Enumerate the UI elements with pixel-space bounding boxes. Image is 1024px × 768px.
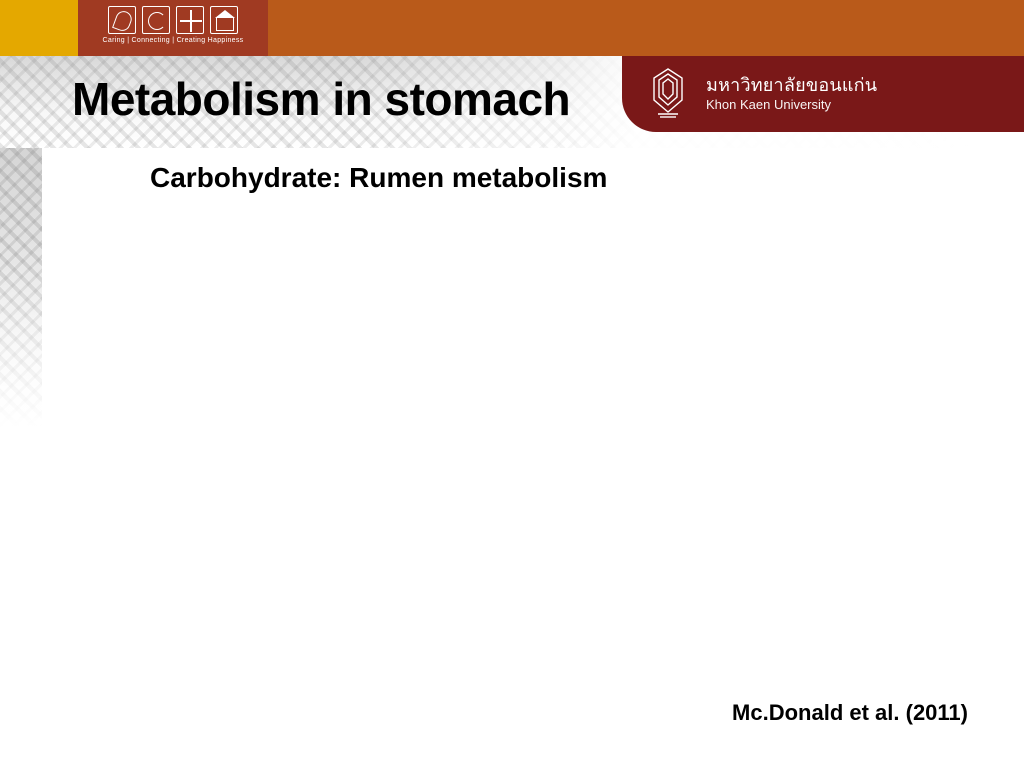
leaf-icon [108,6,136,34]
university-seal-icon [644,66,692,122]
university-name-en: Khon Kaen University [706,98,877,113]
institution-logo-box: Caring | Connecting | Creating Happiness [78,0,268,56]
university-name-th: มหาวิทยาลัยขอนแก่น [706,75,877,96]
house-icon [210,6,238,34]
spiral-icon [142,6,170,34]
logo-tagline: Caring | Connecting | Creating Happiness [78,37,268,44]
grid-icon [176,6,204,34]
logo-icon-row [78,0,268,34]
slide: Caring | Connecting | Creating Happiness… [0,0,1024,768]
slide-title: Metabolism in stomach [72,72,570,126]
university-name-block: มหาวิทยาลัยขอนแก่น Khon Kaen University [706,75,877,113]
university-tab: มหาวิทยาลัยขอนแก่น Khon Kaen University [622,56,1024,132]
citation-text: Mc.Donald et al. (2011) [732,700,968,726]
gold-accent-block [0,0,78,56]
top-orange-bar: Caring | Connecting | Creating Happiness [0,0,1024,56]
left-texture-strip [0,148,42,428]
slide-subtitle: Carbohydrate: Rumen metabolism [150,162,607,194]
left-strip-fade [0,148,42,428]
